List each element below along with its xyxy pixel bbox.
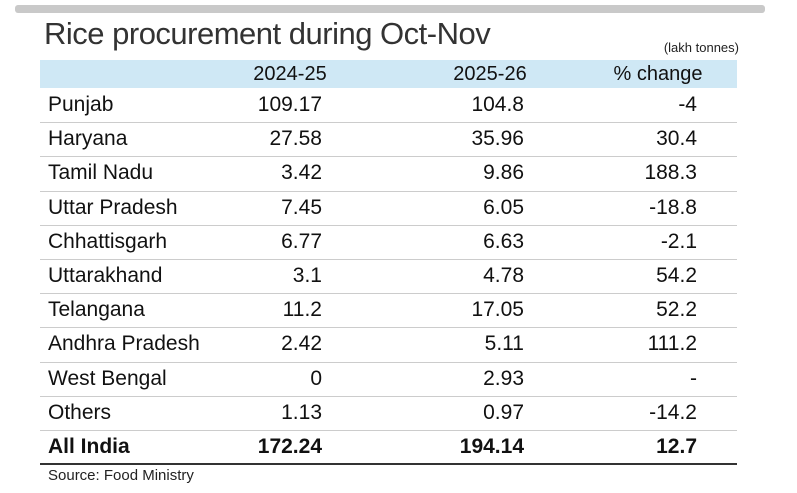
cell-value: 11.2 [282,298,322,322]
row-label: West Bengal [48,366,167,390]
bottom-rule [40,463,737,465]
cell-value: 35.96 [471,127,524,151]
source: Source: Food Ministry [48,467,194,484]
cell-value: 6.05 [483,195,524,219]
cell-value: 2.42 [281,332,322,356]
cell-value: 52.2 [656,298,697,322]
column-header: % change [613,63,703,85]
cell-value: 109.17 [257,93,322,116]
cell-value: - [690,366,697,390]
row-divider [40,122,737,124]
cell-value: -2.1 [660,229,697,253]
row-label: Punjab [48,93,114,116]
row-label: Others [48,400,112,424]
cell-value: 3.1 [292,264,322,287]
cell-value: 0 [310,366,322,390]
cell-value: -18.8 [649,195,697,219]
cell-value: 0.97 [483,400,524,424]
cell-value: 188.3 [644,161,697,185]
cell-value: 27.58 [269,127,322,151]
unit-note: (lakh tonnes) [663,40,739,55]
cell-value: 6.63 [483,229,524,253]
row-divider [40,259,737,260]
row-label: Uttar Pradesh [48,195,178,219]
row-label: Andhra Pradesh [48,332,200,356]
cell-value: 1.13 [281,400,322,424]
row-divider [40,361,737,363]
row-divider [40,190,737,192]
cell-value: -4 [678,93,697,116]
header-row [40,60,737,88]
cell-value: 4.78 [483,264,524,287]
row-divider [40,156,737,158]
cell-value: 194.14 [459,435,524,458]
cell-value: 17.05 [471,298,524,322]
top-bar [15,5,765,13]
row-divider [40,395,737,397]
cell-value: 6.77 [281,229,322,253]
title: Rice procurement during Oct-Nov [44,16,491,51]
cell-value: 3.42 [281,161,322,185]
cell-value: 5.11 [484,332,524,356]
cell-value: 172.24 [257,435,322,458]
row-label: Chhattisgarh [48,229,168,253]
row-divider [40,430,737,431]
cell-value: 9.86 [483,161,524,185]
row-label: Haryana [48,127,128,151]
column-header: 2024-25 [253,63,327,85]
row-label: Telangana [48,298,145,322]
row-label: All India [48,435,130,458]
row-divider [40,224,737,226]
row-divider [40,327,737,329]
cell-value: 30.4 [656,127,697,151]
cell-value: 12.7 [656,435,697,458]
cell-value: -14.2 [649,400,697,424]
cell-value: 2.93 [483,366,524,390]
column-header: 2025-26 [453,63,527,85]
cell-value: 104.8 [471,93,524,116]
row-divider [40,293,737,295]
row-label: Tamil Nadu [48,161,154,185]
cell-value: 111.2 [647,332,697,356]
cell-value: 7.45 [281,195,322,219]
row-label: Uttarakhand [48,264,163,287]
cell-value: 54.2 [656,264,697,287]
